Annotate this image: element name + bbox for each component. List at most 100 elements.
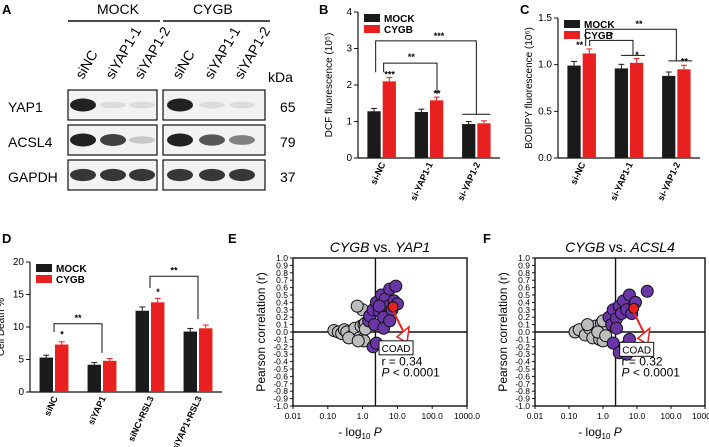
panel-label-f: F — [483, 231, 491, 246]
kda-header: kDa — [268, 69, 293, 85]
legend-swatch — [36, 275, 52, 283]
x-tick-label: 100.0 — [660, 411, 682, 421]
bar-cygb — [582, 53, 596, 158]
y-tick-label: 20 — [13, 257, 25, 268]
y-tick-label: 0.0 — [276, 327, 288, 337]
y-tick-label: 2 — [346, 80, 352, 91]
data-point — [628, 302, 640, 314]
legend-swatch — [564, 20, 580, 28]
y-tick-label: 0.7 — [518, 275, 530, 285]
legend-label: MOCK — [584, 20, 615, 31]
category-label: siNC — [42, 394, 60, 417]
legend-label: CYGB — [584, 31, 613, 42]
x-axis-label: - log10 P — [338, 425, 382, 441]
y-tick-label: 1.5 — [538, 13, 552, 24]
significance-bracket — [149, 275, 199, 320]
y-tick-label: 0.2 — [518, 312, 530, 322]
y-tick-label: 0.1 — [518, 320, 530, 330]
blot-images — [67, 89, 266, 191]
data-point — [351, 334, 365, 348]
blot-band — [70, 168, 96, 182]
blot-band — [129, 168, 155, 182]
y-tick-label: -0.1 — [273, 334, 288, 344]
y-tick-label: 0.6 — [276, 283, 288, 293]
y-tick-label: 0.4 — [518, 297, 530, 307]
bar-cygb — [677, 69, 691, 158]
significance-bracket — [383, 62, 438, 95]
y-tick-label: 4 — [346, 7, 352, 18]
blot-band — [70, 133, 96, 147]
y-tick-label: 0.8 — [518, 268, 530, 278]
y-axis-label: Cell Death % — [0, 298, 7, 356]
y-tick-label: -0.6 — [515, 371, 530, 381]
significance-mark: ** — [681, 57, 689, 67]
legend-label: CYGB — [56, 275, 85, 286]
y-tick-label: 1.0 — [538, 60, 552, 71]
y-tick-label: -0.4 — [273, 357, 288, 367]
y-tick-label: -0.4 — [515, 357, 530, 367]
y-tick-label: -0.5 — [273, 364, 288, 374]
y-tick-label: 0 — [346, 153, 352, 164]
category-label: siYAP1 — [86, 395, 108, 427]
lane-label: siNC — [169, 47, 198, 81]
group-label-mock: MOCK — [97, 1, 140, 17]
blot-band — [229, 135, 255, 145]
x-tick-label: 100.0 — [422, 411, 444, 421]
bar-cygb — [151, 302, 165, 392]
y-tick-label: 10 — [13, 322, 25, 333]
annotation-box — [378, 340, 414, 356]
significance-mark: *** — [434, 31, 445, 41]
significance-mark: ** — [74, 313, 82, 323]
y-tick-label: 1.0 — [276, 253, 288, 263]
annotation-box — [619, 341, 655, 357]
bar-cygb — [430, 100, 444, 158]
y-tick-label: 0.6 — [518, 283, 530, 293]
y-tick-label: -1.0 — [273, 401, 288, 411]
y-tick-label: 0.9 — [518, 260, 530, 270]
y-tick-label: -0.2 — [515, 342, 530, 352]
blot-band — [229, 168, 255, 182]
bar-cygb — [103, 360, 117, 392]
kda-value-acsl4: 79 — [280, 134, 296, 150]
legend-swatch — [364, 14, 380, 22]
bar-mock — [135, 310, 149, 392]
row-label-yap1: YAP1 — [8, 99, 43, 115]
blot-band — [129, 101, 155, 109]
stat-p: P < 0.0001 — [622, 365, 681, 379]
y-tick-label: 0.5 — [276, 290, 288, 300]
blot-band — [70, 98, 96, 112]
annotation-arrow — [632, 311, 645, 333]
y-tick-label: -0.7 — [515, 379, 530, 389]
significance-mark: * — [610, 30, 614, 40]
data-point — [387, 301, 399, 313]
x-tick-label: 10.0 — [389, 411, 406, 421]
y-tick-label: 0.7 — [276, 275, 288, 285]
significance-bracket — [53, 323, 103, 353]
significance-mark: * — [60, 329, 64, 339]
significance-bracket — [585, 28, 677, 61]
legend-label: CYGB — [384, 25, 413, 36]
significance-bracket — [375, 40, 477, 115]
y-tick-label: 0.0 — [518, 327, 530, 337]
blot-band — [229, 101, 255, 109]
chart-e-cygb-yap1: 1.00.90.80.70.60.50.40.30.20.10.0-0.1-0.… — [254, 239, 480, 441]
annotation-label: COAD — [382, 344, 411, 355]
y-tick-label: 15 — [13, 290, 25, 301]
y-tick-label: 0.5 — [538, 106, 552, 117]
blot-band — [100, 101, 126, 109]
y-tick-label: -0.3 — [273, 349, 288, 359]
bar-mock — [614, 68, 628, 158]
panel-label-b: B — [319, 2, 328, 17]
legend-label: MOCK — [384, 14, 415, 25]
lane-labels: siNC siYAP1-1 siYAP1-2 siNC siYAP1-1 siY… — [72, 24, 274, 82]
x-axis-label: - log10 P — [578, 425, 622, 441]
y-tick-label: -0.3 — [515, 349, 530, 359]
y-tick-label: 3 — [346, 44, 352, 55]
significance-mark: * — [156, 287, 160, 297]
y-tick-label: 0 — [18, 387, 24, 398]
y-tick-label: 0.1 — [276, 320, 288, 330]
blot-band — [199, 101, 225, 109]
y-tick-label: 5 — [18, 355, 24, 366]
chart-f-cygb-acsl4: 1.00.90.80.70.60.50.40.30.20.10.0-0.1-0.… — [496, 239, 709, 441]
data-point — [389, 279, 403, 293]
